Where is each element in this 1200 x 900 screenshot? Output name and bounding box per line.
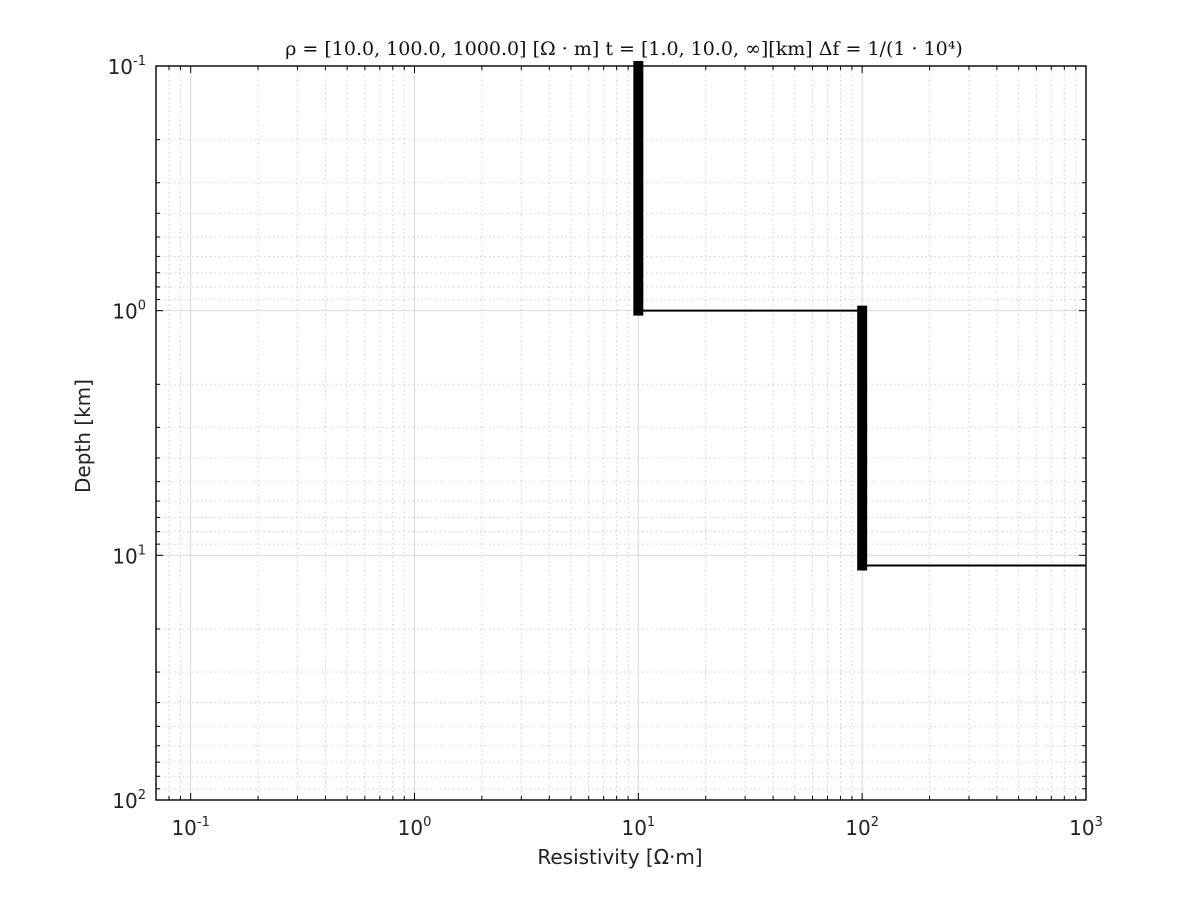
data-series xyxy=(633,61,1086,571)
x-tick-label: 10-1 xyxy=(171,815,209,840)
x-tick-label: 103 xyxy=(1069,815,1103,840)
x-tick-label: 101 xyxy=(621,815,655,840)
x-tick-label: 102 xyxy=(845,815,879,840)
tick-labels: 10-1 100 101 102 103 10-1 100 101 102 xyxy=(108,54,1103,840)
y-axis-label: Depth [km] xyxy=(71,379,95,493)
x-tick-label: 100 xyxy=(398,815,432,840)
y-tick-label: 102 xyxy=(112,788,146,813)
grid-lines xyxy=(155,65,1087,801)
chart-title: ρ = [10.0, 100.0, 1000.0] [Ω · m] t = [1… xyxy=(285,38,963,60)
y-tick-label: 10-1 xyxy=(108,54,146,79)
y-tick-label: 101 xyxy=(112,543,146,568)
axis-ticks xyxy=(155,65,1087,801)
plot-area-frame xyxy=(155,65,1087,801)
x-axis-label: Resistivity [Ω·m] xyxy=(537,845,702,869)
y-tick-label: 100 xyxy=(112,299,146,324)
